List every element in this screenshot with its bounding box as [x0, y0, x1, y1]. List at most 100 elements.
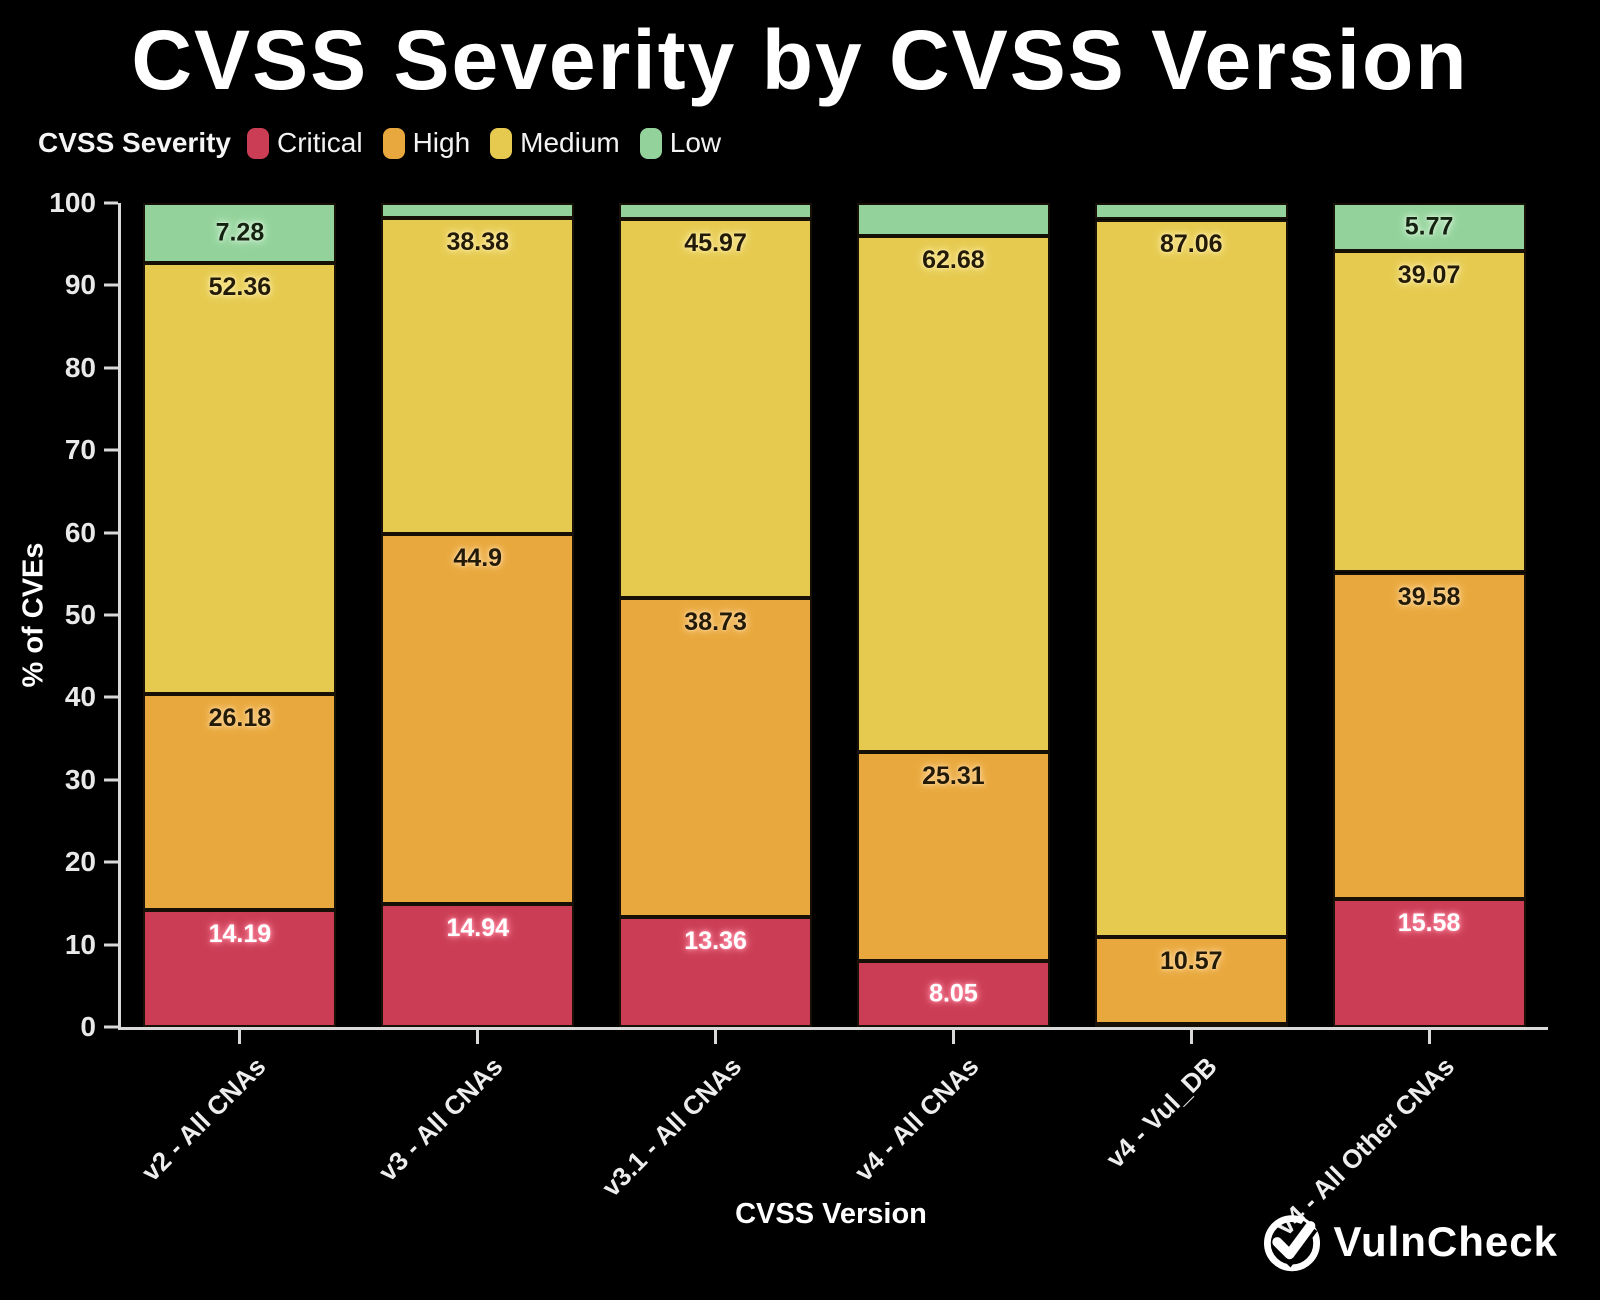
bar-1-label-high: 44.9 — [453, 543, 503, 572]
vulncheck-logo: VulnCheck — [1260, 1210, 1559, 1274]
bar-0-label-critical: 14.19 — [208, 920, 272, 949]
x-tick-mark-5 — [1427, 1030, 1431, 1044]
bar-4-label-high: 10.57 — [1159, 946, 1223, 975]
x-tick-mark-0 — [238, 1030, 242, 1044]
x-tick-label-1: v3 - All CNAs — [372, 1051, 509, 1187]
y-tick-mark-60 — [104, 531, 118, 535]
bar-2-segment-critical: 13.36 — [619, 916, 813, 1027]
bar-3-label-high: 25.31 — [922, 762, 985, 791]
y-tick-label-100: 100 — [49, 187, 96, 218]
bar-4: 10.57 87.06 — [1094, 203, 1288, 1027]
bar-3: 8.05 25.31 62.68 — [856, 203, 1050, 1027]
bar-5-label-high: 39.58 — [1397, 582, 1461, 611]
x-tick-label-4: v4 - Vul_DB — [1099, 1051, 1223, 1174]
bar-5-label-low: 5.77 — [1404, 212, 1454, 241]
bar-5-segment-high: 39.58 — [1332, 572, 1526, 899]
y-tick-mark-50 — [104, 613, 118, 617]
bar-5: 15.58 39.58 39.07 5.77 — [1332, 203, 1526, 1027]
bar-0-segment-high: 26.18 — [143, 694, 337, 911]
y-tick-mark-70 — [104, 448, 118, 452]
plot-area: 0 10 20 30 40 50 60 70 80 90 100 v2 - All CNAs 14.19… — [49, 189, 1548, 1241]
legend-swatch-critical — [247, 127, 269, 159]
bar-3-label-critical: 8.05 — [929, 979, 978, 1008]
y-tick-label-70: 70 — [64, 434, 96, 466]
y-tick-label-40: 40 — [64, 681, 96, 713]
x-tick-mark-1 — [476, 1030, 480, 1044]
x-tick-label-3: v4 - All CNAs — [848, 1051, 985, 1187]
y-tick-mark-10 — [104, 943, 118, 947]
y-tick-mark-0 — [104, 1025, 118, 1029]
bar-5-segment-medium: 39.07 — [1332, 250, 1526, 573]
legend-item-high: High — [382, 127, 471, 159]
x-tick-mark-2 — [714, 1030, 718, 1044]
y-tick-label-50: 50 — [64, 599, 96, 630]
y-tick-mark-40 — [104, 695, 118, 699]
y-tick-mark-80 — [104, 366, 118, 370]
y-tick-label-0: 0 — [80, 1011, 96, 1042]
bar-2-label-critical: 13.36 — [684, 926, 747, 955]
legend: CVSS Severity Critical High Medium Low — [38, 127, 741, 159]
bar-1-segment-medium: 38.38 — [381, 217, 575, 534]
bar-4-label-medium: 87.06 — [1159, 229, 1223, 258]
legend-item-low: Low — [639, 127, 722, 159]
bar-3-segment-medium: 62.68 — [856, 235, 1050, 753]
bar-5-segment-low: 5.77 — [1332, 203, 1526, 251]
vulncheck-logo-text: VulnCheck — [1333, 1218, 1558, 1265]
legend-item-critical: Critical — [247, 127, 363, 159]
x-tick-mark-3 — [951, 1030, 955, 1044]
bar-1-label-medium: 38.38 — [446, 227, 510, 256]
bar-2-label-medium: 45.97 — [684, 229, 747, 257]
bar-2-label-high: 38.73 — [684, 607, 747, 636]
legend-label-medium: Medium — [520, 127, 620, 158]
legend-items: Critical High Medium Low — [247, 127, 741, 159]
bar-5-label-critical: 15.58 — [1397, 908, 1461, 937]
legend-title: CVSS Severity — [38, 127, 231, 158]
bar-2-segment-medium: 45.97 — [619, 219, 813, 598]
legend-item-medium: Medium — [490, 127, 620, 159]
bar-4-segment-critical — [1094, 1023, 1288, 1027]
y-tick-mark-90 — [104, 283, 118, 287]
bar-1-label-critical: 14.94 — [446, 913, 510, 942]
y-tick-label-30: 30 — [64, 763, 96, 795]
legend-swatch-medium — [490, 127, 513, 159]
bar-0-label-high: 26.18 — [208, 704, 272, 733]
legend-swatch-low — [639, 127, 662, 159]
y-axis-title: % of CVEs — [17, 542, 50, 688]
bar-1-segment-low — [381, 203, 575, 218]
bar-1-segment-high: 44.9 — [381, 533, 575, 904]
y-tick-label-20: 20 — [64, 846, 96, 878]
legend-label-high: High — [412, 127, 471, 158]
bar-0-label-low: 7.28 — [215, 218, 265, 247]
y-tick-label-10: 10 — [64, 928, 96, 960]
bar-5-label-medium: 39.07 — [1397, 260, 1461, 289]
legend-label-low: Low — [669, 127, 722, 158]
bar-3-segment-high: 25.31 — [856, 752, 1050, 961]
bar-2-segment-low — [619, 203, 813, 219]
chart-title: CVSS Severity by CVSS Version — [131, 13, 1469, 107]
bar-4-segment-high: 10.57 — [1094, 936, 1288, 1024]
vulncheck-logo-icon — [1263, 1215, 1320, 1272]
bar-0: 14.19 26.18 52.36 7.28 — [143, 202, 337, 1027]
x-tick-label-2: v3.1 - All CNAs — [595, 1051, 747, 1203]
y-tick-label-80: 80 — [64, 351, 96, 383]
y-tick-mark-20 — [104, 860, 118, 864]
bar-4-segment-medium: 87.06 — [1094, 219, 1288, 937]
bar-5-segment-critical: 15.58 — [1332, 898, 1526, 1027]
legend-swatch-high — [382, 127, 405, 159]
bar-2: 13.36 38.73 45.97 — [619, 203, 813, 1027]
bar-4-segment-low — [1094, 203, 1288, 220]
bar-0-segment-medium: 52.36 — [143, 262, 337, 695]
x-tick-label-0: v2 - All CNAs — [135, 1051, 272, 1187]
x-tick-mark-4 — [1189, 1030, 1193, 1044]
bar-0-segment-critical: 14.19 — [143, 910, 337, 1027]
bar-3-segment-critical: 8.05 — [856, 960, 1050, 1027]
y-tick-label-90: 90 — [64, 269, 96, 301]
bar-2-segment-high: 38.73 — [619, 597, 813, 917]
y-tick-label-60: 60 — [64, 516, 96, 548]
y-tick-mark-30 — [104, 778, 118, 782]
y-tick-mark-100 — [104, 201, 118, 205]
bar-1: 14.94 44.9 38.38 — [381, 203, 575, 1027]
bar-3-label-medium: 62.68 — [922, 245, 985, 274]
bar-0-segment-low: 7.28 — [143, 202, 337, 263]
